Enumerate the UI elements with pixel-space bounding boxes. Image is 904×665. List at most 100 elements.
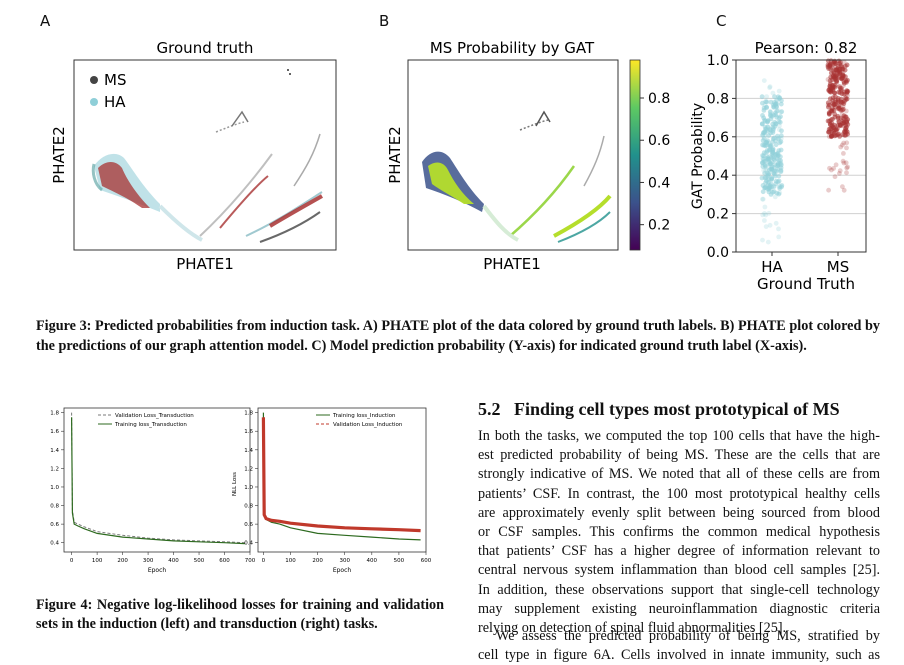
panel-c-ytick-label: 1.0 — [707, 53, 729, 69]
section-paragraph-1: In both the tasks, we computed the top 1… — [478, 427, 880, 638]
loss-ytick-label: 1.2 — [244, 466, 253, 472]
panel-c-point — [841, 123, 847, 129]
panel-c-point — [826, 187, 831, 193]
panel-c-ytick-label: 0.0 — [707, 245, 729, 261]
panel-c-point — [759, 121, 765, 127]
panel-c-point — [777, 119, 783, 125]
panel-c-point — [827, 118, 832, 124]
panel-c-points — [759, 58, 851, 245]
panel-c-point — [762, 204, 768, 210]
panel-c-point — [765, 239, 771, 245]
para2-line: We assess the predicted probability of b… — [496, 628, 880, 644]
para1-line: strongly indicative of MS. We noted that… — [478, 466, 880, 483]
panel-c-point — [843, 126, 848, 131]
panel-c-point — [776, 88, 782, 94]
panel-c-point — [765, 157, 771, 162]
right-legend-val-label: Validation Loss_Induction — [333, 422, 403, 428]
panel-c-point — [772, 171, 777, 177]
colorbar-tick-label: 0.2 — [648, 218, 670, 234]
panel-c-point — [762, 218, 767, 223]
panel-c-point — [778, 101, 784, 107]
panel-c-point — [773, 220, 779, 226]
panel-c-point — [767, 84, 773, 90]
loss-xtick-label: 600 — [421, 558, 432, 564]
right-legend-train-label: Training loss_Induction — [332, 413, 396, 419]
panel-c-point — [777, 186, 783, 191]
panel-c-point — [833, 127, 839, 132]
panel-c-point — [832, 74, 838, 80]
legend-ms-label: MS — [104, 71, 126, 89]
loss-xtick-label: 100 — [285, 558, 296, 564]
loss-xtick-label: 0 — [70, 558, 74, 564]
panel-b-title: MS Probability by GAT — [430, 39, 595, 57]
panel-c-point — [829, 167, 834, 173]
panel-c-point — [777, 140, 783, 146]
panel-c-point — [841, 59, 847, 65]
left-plot-lines — [71, 412, 245, 545]
loss-xtick-label: 400 — [168, 558, 179, 564]
panel-c-point — [763, 224, 769, 230]
panel-c-point — [767, 222, 773, 228]
panel-c-point — [760, 237, 765, 243]
panel-c-ylabel: GAT Probability — [690, 103, 706, 209]
loss-ytick-label: 0.4 — [50, 541, 59, 547]
panel-c-yticks: 1.0 0.8 0.6 0.4 0.2 0.0 — [707, 53, 736, 261]
panel-c-point — [833, 132, 839, 138]
panel-c-point — [763, 212, 769, 218]
legend-ms-marker — [90, 76, 98, 84]
panel-c-point — [777, 123, 782, 129]
panel-c-point — [764, 153, 770, 159]
loss-ytick-label: 1.0 — [50, 485, 59, 491]
panel-c-point — [776, 178, 782, 184]
panel-c-point — [776, 226, 781, 232]
panel-c-point — [778, 162, 784, 168]
panel-c-point — [764, 94, 769, 99]
para1-line: may supplement existing neuroinflammatio… — [478, 600, 880, 617]
loss-xtick-label: 300 — [339, 558, 350, 564]
panel-a-points — [91, 69, 323, 243]
panel-c-point — [770, 90, 776, 96]
panel-c-xtick-label: MS — [827, 258, 849, 276]
panel-c-point — [762, 130, 768, 135]
left-legend-val-label: Validation Loss_Transduction — [115, 413, 194, 419]
left-plot-xticks: 0 100 200 300 400 500 600 700 — [70, 552, 256, 564]
panel-c-ytick-label: 0.2 — [707, 207, 729, 223]
panel-c-point — [759, 94, 765, 100]
panel-c-point — [779, 162, 784, 167]
loss-plot-transduction: 1.8 1.6 1.4 1.2 1.0 0.8 0.6 0.4 0 100 200 300 400 50… — [50, 407, 256, 574]
colorbar — [629, 59, 641, 251]
panel-c-point — [843, 160, 849, 166]
panel-c-point — [825, 77, 831, 82]
panel-c-letter: C — [716, 12, 727, 30]
para1-line: are approximately evenly split between b… — [478, 504, 880, 521]
panel-c-point — [770, 124, 776, 130]
loss-ytick-label: 0.6 — [244, 522, 253, 528]
panel-c-point — [772, 94, 777, 100]
para1-line: In addition, these observations support … — [478, 581, 880, 598]
panel-c-point — [845, 77, 850, 83]
right-plot-xticks: 0 100 200 300 400 500 600 — [262, 552, 432, 564]
loss-xtick-label: 100 — [92, 558, 103, 564]
colorbar-tick-label: 0.8 — [648, 91, 670, 107]
panel-c-point — [772, 194, 778, 200]
section-heading: 5.2 Finding cell types most prototypical … — [478, 399, 898, 420]
panel-c-point — [834, 78, 840, 83]
loss-ytick-label: 1.6 — [50, 429, 59, 435]
legend-ha-marker — [90, 98, 98, 106]
panel-c-point — [760, 196, 765, 202]
panel-c-point — [765, 119, 770, 125]
loss-ytick-label: 0.6 — [50, 522, 59, 528]
right-plot-ylabel: NLL Loss — [232, 472, 238, 496]
panel-a-letter: A — [40, 12, 51, 30]
panel-c-point — [827, 165, 832, 171]
panel-c-frame — [735, 59, 867, 253]
panel-c-point — [837, 171, 842, 176]
panel-b-phate-plot: MS Probability by GAT PHATE1 PHATE2 0.80… — [388, 39, 670, 273]
panel-a-title: Ground truth — [157, 39, 254, 57]
panel-a-phate-plot: Ground truth MS HA PHATE1 PHATE2 — [50, 39, 337, 273]
panel-c-point — [761, 168, 767, 173]
panel-c-point — [841, 151, 846, 156]
panel-c-point — [830, 82, 836, 88]
panel-c-point — [772, 162, 778, 168]
loss-ytick-label: 0.8 — [50, 504, 59, 510]
